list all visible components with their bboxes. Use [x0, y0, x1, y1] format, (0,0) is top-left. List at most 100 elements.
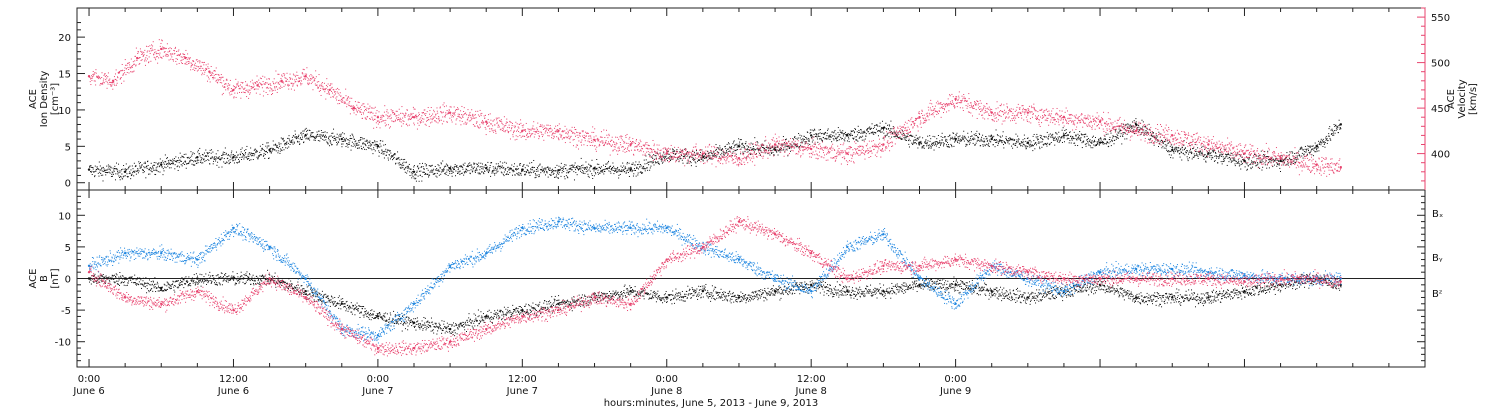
data-point — [843, 135, 844, 136]
data-point — [240, 84, 241, 85]
data-point — [856, 136, 857, 137]
data-point — [503, 174, 504, 175]
data-point — [743, 145, 744, 146]
data-point — [345, 103, 346, 104]
data-point — [521, 171, 522, 172]
data-point — [954, 138, 955, 139]
data-point — [225, 163, 226, 164]
data-point — [248, 158, 249, 159]
data-point — [1084, 134, 1085, 135]
data-point — [674, 151, 675, 152]
data-point — [202, 162, 203, 163]
data-point — [389, 154, 390, 155]
data-point — [842, 138, 843, 139]
data-point — [425, 174, 426, 175]
data-point — [109, 169, 110, 170]
data-point — [267, 82, 268, 83]
data-point — [757, 142, 758, 143]
data-point — [1215, 153, 1216, 154]
data-point — [222, 77, 223, 78]
data-point — [840, 137, 841, 138]
data-point — [889, 124, 890, 125]
data-point — [716, 156, 717, 157]
data-point — [565, 178, 566, 179]
data-point — [1066, 129, 1067, 130]
data-point — [863, 132, 864, 133]
data-point — [536, 169, 537, 170]
data-point — [1099, 144, 1100, 145]
data-point — [366, 119, 367, 120]
data-point — [345, 95, 346, 96]
data-point — [319, 74, 320, 75]
data-point — [327, 93, 328, 94]
data-point — [548, 177, 549, 178]
data-point — [1176, 149, 1177, 150]
data-point — [110, 85, 111, 86]
data-point — [1339, 129, 1340, 130]
data-point — [115, 73, 116, 74]
data-point — [1028, 142, 1029, 143]
data-point — [1034, 134, 1035, 135]
data-point — [1106, 143, 1107, 144]
data-point — [1226, 156, 1227, 157]
data-point — [151, 50, 152, 51]
data-point — [1298, 151, 1299, 152]
data-point — [902, 130, 903, 131]
data-point — [388, 150, 389, 151]
data-point — [293, 144, 294, 145]
data-point — [1313, 155, 1314, 156]
data-point — [525, 174, 526, 175]
data-point — [828, 128, 829, 129]
data-point — [327, 86, 328, 87]
data-point — [1120, 130, 1121, 131]
data-point — [266, 79, 267, 80]
data-point — [211, 153, 212, 154]
data-point — [1172, 146, 1173, 147]
data-point — [92, 167, 93, 168]
data-point — [618, 175, 619, 176]
data-point — [186, 168, 187, 169]
data-point — [1005, 138, 1006, 139]
data-point — [1341, 123, 1342, 124]
data-point — [156, 53, 157, 54]
data-point — [1117, 137, 1118, 138]
data-point — [746, 149, 747, 150]
data-point — [269, 84, 270, 85]
data-point — [946, 141, 947, 142]
data-point — [1229, 155, 1230, 156]
data-point — [847, 135, 848, 136]
data-point — [1038, 143, 1039, 144]
data-point — [1331, 130, 1332, 131]
data-point — [916, 143, 917, 144]
data-point — [231, 152, 232, 153]
data-point — [284, 144, 285, 145]
data-point — [523, 164, 524, 165]
data-point — [408, 166, 409, 167]
data-point — [257, 151, 258, 152]
data-point — [178, 157, 179, 158]
data-point — [1194, 155, 1195, 156]
data-point — [592, 178, 593, 179]
data-point — [148, 46, 149, 47]
data-point — [800, 137, 801, 138]
data-point — [1115, 130, 1116, 131]
data-point — [1234, 163, 1235, 164]
data-point — [144, 163, 145, 164]
data-point — [194, 164, 195, 165]
data-point — [590, 171, 591, 172]
data-point — [132, 165, 133, 166]
data-point — [632, 171, 633, 172]
data-point — [347, 100, 348, 101]
data-point — [1332, 130, 1333, 131]
data-point — [449, 173, 450, 174]
data-point — [194, 67, 195, 68]
data-point — [543, 169, 544, 170]
data-point — [688, 160, 689, 161]
data-point — [663, 152, 664, 153]
data-point — [182, 57, 183, 58]
data-point — [1171, 144, 1172, 145]
data-point — [1323, 141, 1324, 142]
data-point — [159, 53, 160, 54]
data-point — [358, 148, 359, 149]
